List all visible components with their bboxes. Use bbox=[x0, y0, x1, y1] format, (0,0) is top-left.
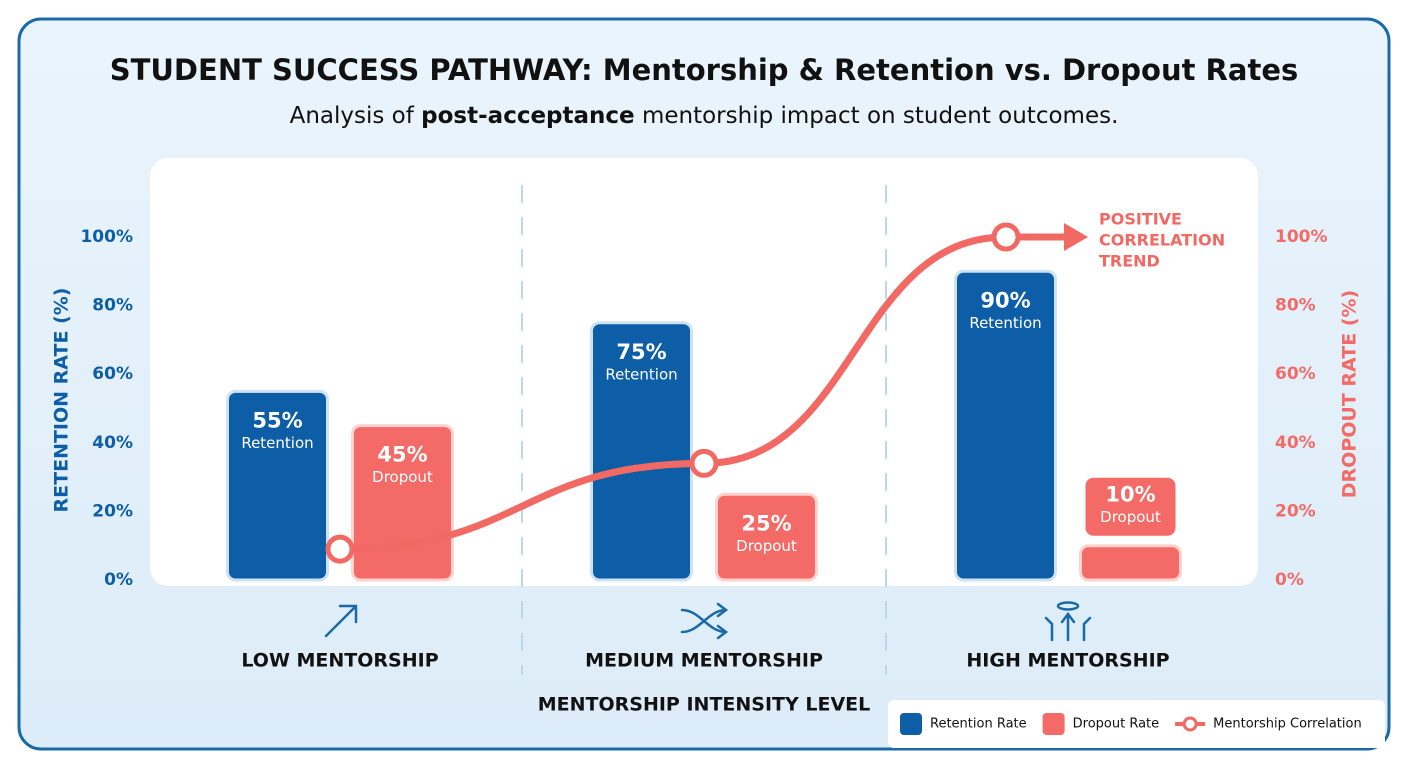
bar-label: Dropout bbox=[1100, 508, 1161, 526]
y2-tick-label: 60% bbox=[1275, 364, 1316, 384]
bar bbox=[1079, 544, 1182, 582]
correlation-point bbox=[689, 448, 719, 478]
y-tick-label: 60% bbox=[92, 364, 133, 384]
bar bbox=[590, 321, 693, 582]
chart-subtitle: Analysis of post-acceptance mentorship i… bbox=[290, 103, 1119, 129]
legend-label: Retention Rate bbox=[930, 717, 1027, 732]
icon-halo bbox=[1056, 601, 1080, 611]
bar bbox=[226, 389, 329, 582]
y2-tick-label: 100% bbox=[1275, 227, 1328, 247]
y-tick-label: 0% bbox=[104, 570, 133, 590]
icon-arrow bbox=[324, 604, 358, 638]
y-axis-label: RETENTION RATE (%) bbox=[51, 288, 73, 513]
bar bbox=[715, 492, 818, 582]
icon-growth bbox=[1044, 611, 1092, 642]
value-label: 45% bbox=[377, 443, 427, 467]
annotation: POSITIVE bbox=[1099, 210, 1182, 229]
trend-arrowhead bbox=[1064, 223, 1088, 251]
bar-label: Retention bbox=[969, 314, 1041, 332]
value-label: 55% bbox=[252, 408, 302, 432]
y-tick-label: 100% bbox=[80, 227, 133, 247]
subtitle-part: Analysis of bbox=[290, 103, 422, 129]
legend-swatch bbox=[1042, 713, 1065, 735]
value-label: 75% bbox=[616, 340, 666, 364]
value-label: 90% bbox=[980, 288, 1030, 312]
annotation: CORRELATION bbox=[1099, 231, 1225, 250]
correlation-point bbox=[991, 222, 1021, 252]
y2-tick-label: 40% bbox=[1275, 433, 1316, 453]
x-tick-label: LOW MENTORSHIP bbox=[241, 650, 438, 672]
value-label: 10% bbox=[1105, 483, 1155, 507]
chart-title: STUDENT SUCCESS PATHWAY: Mentorship & Re… bbox=[110, 53, 1299, 87]
subtitle-part: mentorship impact on student outcomes. bbox=[635, 103, 1119, 129]
bar-label: Dropout bbox=[736, 537, 797, 555]
y2-tick-label: 80% bbox=[1275, 296, 1316, 316]
y-tick-label: 20% bbox=[92, 501, 133, 521]
category-icons bbox=[324, 601, 1092, 642]
x-axis-label: MENTORSHIP INTENSITY LEVEL bbox=[538, 694, 871, 716]
legend-box bbox=[888, 700, 1385, 748]
legend-label: Dropout Rate bbox=[1073, 717, 1160, 732]
x-tick-label: MEDIUM MENTORSHIP bbox=[585, 650, 823, 672]
legend-label: Mentorship Correlation bbox=[1213, 717, 1362, 732]
bar-label: Dropout bbox=[372, 468, 433, 486]
legend-swatch bbox=[900, 713, 922, 735]
bar-label: Retention bbox=[605, 365, 677, 383]
legend-marker bbox=[1182, 716, 1198, 732]
y2-tick-label: 20% bbox=[1275, 501, 1316, 521]
value-label: 25% bbox=[741, 511, 791, 535]
value-label-box bbox=[1085, 477, 1176, 536]
annotation: TREND bbox=[1099, 252, 1160, 271]
y2-tick-label: 0% bbox=[1275, 570, 1304, 590]
bar bbox=[954, 269, 1057, 582]
icon-shuffle bbox=[680, 602, 729, 640]
x-tick-label: HIGH MENTORSHIP bbox=[966, 650, 1169, 672]
correlation-point bbox=[325, 534, 355, 564]
subtitle-part: post-acceptance bbox=[421, 103, 634, 129]
y-tick-label: 80% bbox=[92, 296, 133, 316]
y2-axis-label: DROPOUT RATE (%) bbox=[1339, 290, 1361, 498]
bar-label: Retention bbox=[241, 434, 313, 452]
y-tick-label: 40% bbox=[92, 433, 133, 453]
